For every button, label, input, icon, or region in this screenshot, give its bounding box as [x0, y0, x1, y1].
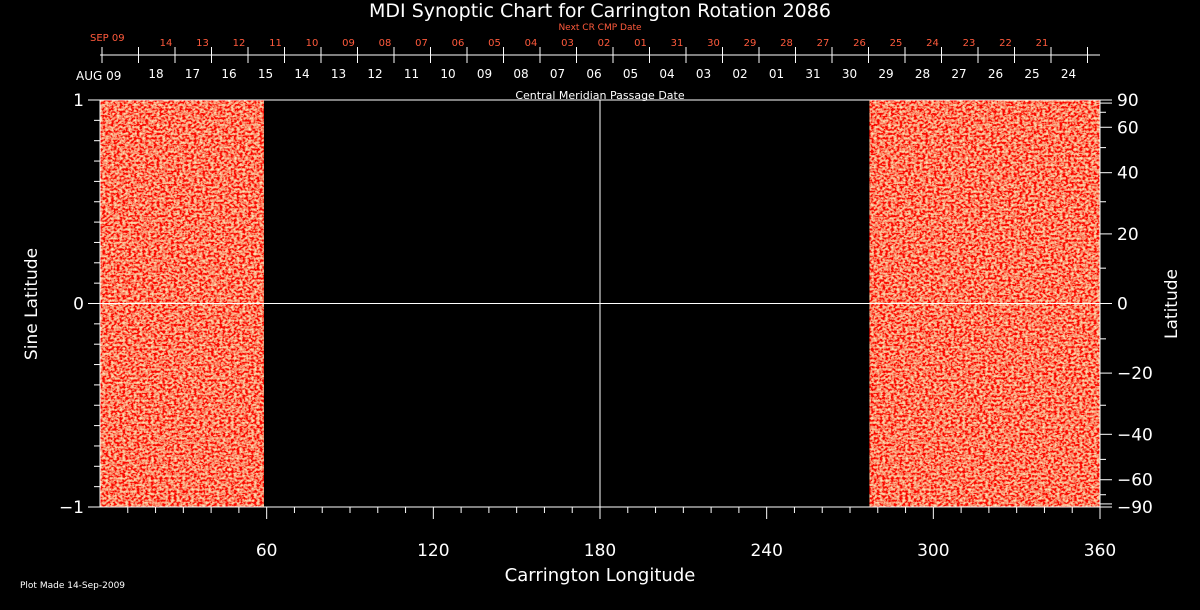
next-date-tick-label: 12 [233, 38, 246, 49]
date-tick-label: 25 [1024, 67, 1039, 81]
x-tick-label: 60 [256, 541, 278, 561]
date-tick-label: 01 [769, 67, 784, 81]
next-date-tick-label: 30 [707, 38, 720, 49]
date-tick-label: 06 [586, 67, 601, 81]
next-date-tick-label: 06 [452, 38, 465, 49]
date-tick-label: 11 [404, 67, 419, 81]
lat-tick-label: 0 [1117, 295, 1128, 315]
lat-tick-label: −40 [1117, 425, 1153, 445]
next-date-tick-label: 09 [342, 38, 355, 49]
date-tick-label: 09 [477, 67, 492, 81]
next-date-tick-label: 22 [999, 38, 1012, 49]
date-tick-label: 08 [513, 67, 528, 81]
y-tick-label: 0 [73, 295, 84, 315]
date-tick-label: 13 [331, 67, 346, 81]
lat-tick-label: −60 [1117, 471, 1153, 491]
next-date-tick-label: 25 [890, 38, 903, 49]
next-date-tick-label: 11 [269, 38, 282, 49]
date-tick-label: 29 [878, 67, 893, 81]
month-label: AUG 09 [76, 69, 122, 83]
next-month-label: SEP 09 [90, 33, 125, 44]
plot-date-footer: Plot Made 14-Sep-2009 [20, 581, 126, 591]
next-date-tick-label: 24 [926, 38, 939, 49]
lat-tick-label: −20 [1117, 364, 1153, 384]
y-tick-label: −1 [59, 498, 84, 518]
next-date-tick-label: 27 [817, 38, 830, 49]
next-date-tick-label: 04 [525, 38, 538, 49]
date-tick-label: 03 [696, 67, 711, 81]
lat-tick-label: −90 [1117, 498, 1153, 518]
next-date-tick-label: 21 [1036, 38, 1049, 49]
next-date-tick-label: 05 [488, 38, 501, 49]
next-date-tick-label: 23 [963, 38, 976, 49]
x-tick-label: 180 [584, 541, 616, 561]
date-tick-label: 17 [185, 67, 200, 81]
date-tick-label: 05 [623, 67, 638, 81]
next-date-tick-label: 03 [561, 38, 574, 49]
date-tick-label: 10 [440, 67, 455, 81]
x-tick-label: 240 [750, 541, 782, 561]
next-date-tick-label: 08 [379, 38, 392, 49]
next-date-tick-label: 29 [744, 38, 757, 49]
next-date-tick-label: 02 [598, 38, 611, 49]
date-tick-label: 24 [1061, 67, 1076, 81]
lat-tick-label: 90 [1117, 91, 1139, 111]
next-date-tick-label: 31 [671, 38, 684, 49]
lat-tick-label: 20 [1117, 225, 1139, 245]
date-tick-label: 07 [550, 67, 565, 81]
date-tick-label: 15 [258, 67, 273, 81]
date-tick-label: 12 [367, 67, 382, 81]
next-date-tick-label: 26 [853, 38, 866, 49]
date-tick-label: 14 [294, 67, 309, 81]
x-tick-label: 300 [917, 541, 949, 561]
next-date-tick-label: 13 [196, 38, 209, 49]
date-tick-label: 16 [221, 67, 236, 81]
date-tick-label: 02 [732, 67, 747, 81]
date-tick-label: 31 [805, 67, 820, 81]
x-tick-label: 360 [1084, 541, 1116, 561]
x-tick-label: 120 [417, 541, 449, 561]
y-tick-label: 1 [73, 91, 84, 111]
cmp-axis-label: Central Meridian Passage Date [515, 89, 685, 102]
date-tick-label: 27 [951, 67, 966, 81]
lat-tick-label: 60 [1117, 118, 1139, 138]
next-date-tick-label: 10 [306, 38, 319, 49]
next-date-tick-label: 01 [634, 38, 647, 49]
date-tick-label: 18 [148, 67, 163, 81]
x-axis-label: Carrington Longitude [504, 565, 696, 586]
date-tick-label: 04 [659, 67, 674, 81]
next-date-tick-label: 28 [780, 38, 793, 49]
next-cr-cmp-label: Next CR CMP Date [558, 23, 642, 33]
date-tick-label: 26 [988, 67, 1003, 81]
date-tick-label: 28 [915, 67, 930, 81]
next-date-tick-label: 07 [415, 38, 428, 49]
date-tick-label: 30 [842, 67, 857, 81]
next-date-tick-label: 14 [160, 38, 173, 49]
lat-tick-label: 40 [1117, 164, 1139, 184]
chart-title: MDI Synoptic Chart for Carrington Rotati… [369, 0, 831, 22]
